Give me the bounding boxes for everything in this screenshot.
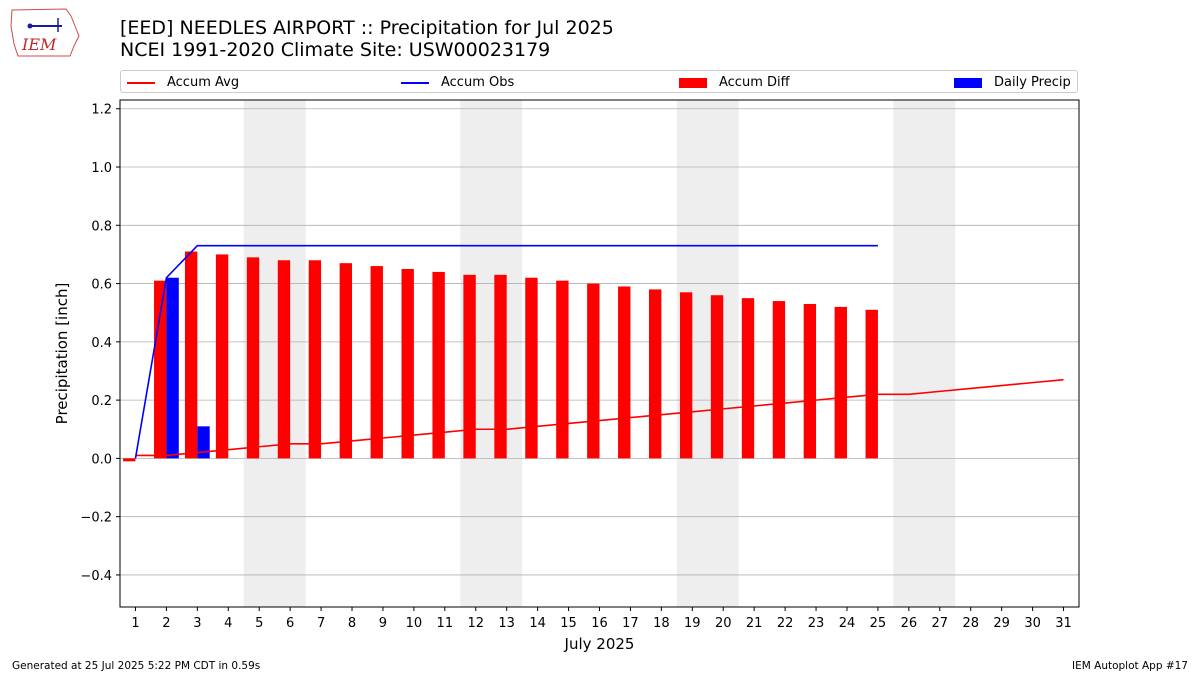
y-tick-label-6: 0.8 bbox=[91, 219, 112, 234]
accum-diff-bar-16 bbox=[587, 283, 600, 459]
accum-diff-bar-5 bbox=[246, 257, 260, 459]
accum-obs-line bbox=[134, 244, 878, 459]
x-tick-label-3: 4 bbox=[224, 616, 232, 631]
accum-diff-bar-12 bbox=[463, 274, 476, 459]
legend-swatch-accum-obs bbox=[401, 81, 429, 84]
legend-label-daily-precip: Daily Precip bbox=[994, 75, 1071, 90]
y-tick-label-8: 1.2 bbox=[91, 103, 112, 118]
accum-diff-bar-18 bbox=[648, 289, 662, 459]
legend-item-daily-precip: Daily Precip bbox=[954, 71, 1071, 94]
chart-title: [EED] NEEDLES AIRPORT :: Precipitation f… bbox=[120, 17, 614, 39]
accum-diff-bar-11 bbox=[432, 271, 445, 459]
x-tick-label-14: 15 bbox=[560, 616, 577, 631]
x-tick-label-0: 1 bbox=[131, 616, 139, 631]
x-tick-label-5: 6 bbox=[286, 616, 294, 631]
x-tick-label-28: 29 bbox=[993, 616, 1010, 631]
legend-item-accum-avg: Accum Avg bbox=[127, 71, 239, 94]
x-tick-label-29: 30 bbox=[1024, 616, 1041, 631]
line-series bbox=[134, 244, 1064, 459]
accum-diff-bar-22 bbox=[772, 301, 786, 459]
y-tick-label-4: 0.4 bbox=[91, 336, 112, 351]
legend-item-accum-obs: Accum Obs bbox=[401, 71, 514, 94]
accum-diff-bar-21 bbox=[741, 298, 755, 459]
x-tick-label-13: 14 bbox=[529, 616, 546, 631]
y-tick-label-1: −0.2 bbox=[80, 511, 112, 526]
legend-label-accum-diff: Accum Diff bbox=[719, 75, 790, 90]
accum-diff-bar-10 bbox=[401, 269, 414, 459]
legend-item-accum-diff: Accum Diff bbox=[679, 71, 790, 94]
accum-diff-bar-4 bbox=[215, 254, 229, 459]
daily-precip-bar-2 bbox=[166, 277, 179, 459]
accum-diff-bar-9 bbox=[370, 266, 383, 459]
bar-series bbox=[123, 251, 878, 462]
y-axis: −0.4 −0.2 0.0 0.2 0.4 0.6 0.8 1.0 1.2 bbox=[80, 103, 120, 584]
accum-diff-bar-17 bbox=[618, 286, 631, 459]
x-tick-label-18: 19 bbox=[684, 616, 701, 631]
x-tick-label-12: 13 bbox=[498, 616, 515, 631]
x-tick-label-7: 8 bbox=[348, 616, 356, 631]
accum-diff-bar-24 bbox=[834, 306, 847, 459]
x-tick-label-16: 17 bbox=[622, 616, 639, 631]
x-tick-label-17: 18 bbox=[653, 616, 670, 631]
x-tick-label-8: 9 bbox=[379, 616, 387, 631]
y-tick-label-0: −0.4 bbox=[80, 569, 112, 584]
accum-diff-bar-19 bbox=[679, 292, 693, 459]
daily-precip-bar-3 bbox=[197, 426, 210, 459]
x-tick-label-23: 24 bbox=[839, 616, 856, 631]
y-tick-label-2: 0.0 bbox=[91, 452, 112, 467]
x-tick-label-21: 22 bbox=[777, 616, 794, 631]
y-tick-label-5: 0.6 bbox=[91, 278, 112, 293]
iem-logo: IEM bbox=[10, 8, 80, 57]
x-tick-label-26: 27 bbox=[932, 616, 949, 631]
x-tick-label-24: 25 bbox=[870, 616, 887, 631]
x-tick-label-27: 28 bbox=[962, 616, 979, 631]
chart-legend: Accum Avg Accum Obs Accum Diff Daily Pre… bbox=[120, 70, 1078, 93]
x-tick-label-19: 20 bbox=[715, 616, 732, 631]
legend-swatch-accum-avg bbox=[127, 81, 155, 84]
footer-generated-text: Generated at 25 Jul 2025 5:22 PM CDT in … bbox=[12, 660, 261, 672]
accum-diff-bar-23 bbox=[803, 303, 817, 459]
x-tick-label-2: 3 bbox=[193, 616, 201, 631]
x-axis-label: July 2025 bbox=[564, 635, 635, 653]
y-axis-label: Precipitation [inch] bbox=[53, 283, 71, 425]
accum-diff-bar-25 bbox=[865, 309, 878, 459]
accum-diff-bar-15 bbox=[556, 280, 569, 459]
x-tick-label-25: 26 bbox=[901, 616, 918, 631]
x-tick-label-20: 21 bbox=[746, 616, 763, 631]
accum-avg-line bbox=[135, 378, 1064, 457]
legend-label-accum-obs: Accum Obs bbox=[441, 75, 515, 90]
y-tick-label-3: 0.2 bbox=[91, 394, 112, 409]
x-tick-label-30: 31 bbox=[1055, 616, 1072, 631]
chart-subtitle: NCEI 1991-2020 Climate Site: USW00023179 bbox=[120, 39, 551, 61]
accum-diff-bar-6 bbox=[277, 260, 291, 459]
x-tick-label-10: 11 bbox=[437, 616, 454, 631]
weekend-band-3 bbox=[893, 100, 956, 607]
x-tick-label-9: 10 bbox=[406, 616, 423, 631]
y-tick-label-7: 1.0 bbox=[91, 161, 112, 176]
x-tick-label-4: 5 bbox=[255, 616, 263, 631]
x-tick-label-11: 12 bbox=[467, 616, 484, 631]
accum-diff-bar-13 bbox=[494, 274, 507, 459]
logo-text: IEM bbox=[21, 35, 57, 54]
x-tick-label-6: 7 bbox=[317, 616, 325, 631]
accum-diff-bar-7 bbox=[308, 260, 322, 459]
legend-label-accum-avg: Accum Avg bbox=[167, 75, 240, 90]
accum-diff-bar-14 bbox=[525, 277, 538, 459]
accum-diff-bar-1 bbox=[123, 458, 136, 462]
x-tick-label-22: 23 bbox=[808, 616, 825, 631]
legend-swatch-accum-diff bbox=[679, 77, 707, 88]
legend-swatch-daily-precip bbox=[954, 77, 982, 88]
x-axis: 1 2 3 4 5 6 7 8 9 10 11 12 13 14 15 16 17 18 19 20 21 22 23 24 2… bbox=[131, 607, 1072, 631]
iowa-state-outline-icon bbox=[10, 8, 80, 57]
x-tick-label-15: 16 bbox=[591, 616, 608, 631]
footer-app-text: IEM Autoplot App #17 bbox=[1072, 660, 1188, 672]
accum-diff-bar-2 bbox=[154, 280, 167, 459]
anemometer-icon bbox=[27, 23, 33, 29]
accum-diff-bar-3 bbox=[184, 251, 198, 459]
accum-diff-bar-8 bbox=[339, 263, 353, 459]
accum-diff-bar-20 bbox=[710, 295, 724, 459]
x-tick-label-1: 2 bbox=[162, 616, 170, 631]
